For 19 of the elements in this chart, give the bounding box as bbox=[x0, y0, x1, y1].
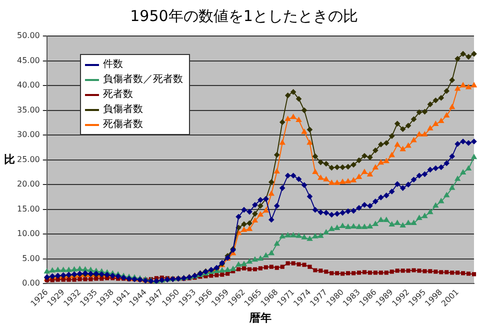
chart-title: 1950年の数値を1としたときの比 bbox=[130, 6, 358, 25]
y-tick-label: 0.00 bbox=[22, 278, 40, 288]
y-axis-title: 比 bbox=[4, 152, 15, 167]
y-tick-label: 10.00 bbox=[16, 229, 40, 238]
y-tick-label: 15.00 bbox=[16, 204, 40, 214]
legend-label: 死者数 bbox=[102, 88, 133, 102]
y-tick-label: 35.00 bbox=[16, 105, 40, 114]
x-axis-title: 暦年 bbox=[248, 311, 272, 324]
y-tick-label: 25.00 bbox=[16, 154, 40, 164]
y-tick-label: 45.00 bbox=[16, 56, 40, 65]
legend-label: 負傷者数 bbox=[102, 102, 143, 117]
legend-label: 負傷者数／死者数 bbox=[102, 72, 183, 87]
legend-label: 死傷者数 bbox=[102, 118, 143, 132]
y-tick-label: 30.00 bbox=[16, 130, 40, 140]
y-tick-label: 20.00 bbox=[16, 180, 40, 189]
y-tick-label: 50.00 bbox=[16, 31, 40, 40]
y-tick-label: 40.00 bbox=[16, 80, 40, 90]
y-tick-label: 5.00 bbox=[22, 254, 40, 263]
legend-label: 件数 bbox=[102, 58, 123, 72]
